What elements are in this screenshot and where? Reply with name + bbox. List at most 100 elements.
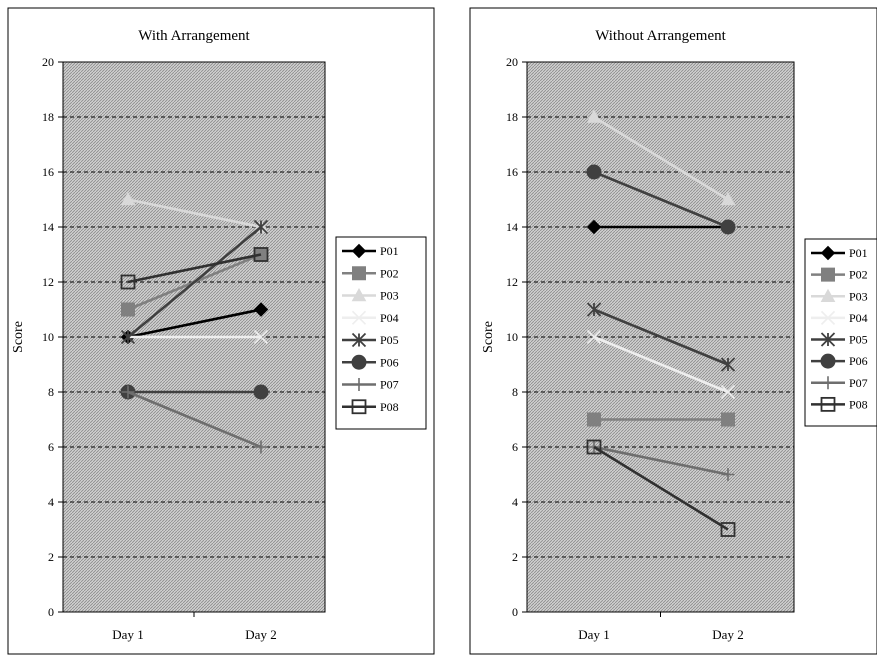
data-point — [587, 412, 601, 427]
legend-label: P03 — [849, 289, 868, 303]
y-tick-label: 20 — [506, 55, 518, 69]
data-point — [720, 522, 736, 537]
series-line — [127, 390, 262, 449]
data-point — [253, 302, 269, 317]
legend-entry-p01: P01 — [342, 243, 399, 259]
data-point — [720, 191, 736, 206]
series-p07 — [587, 440, 735, 481]
x-tick-label: Day 2 — [245, 627, 276, 642]
legend-label: P08 — [380, 400, 399, 414]
series-line — [127, 198, 262, 229]
legend-entry-p07: P07 — [342, 378, 399, 392]
data-point — [721, 468, 735, 481]
x-tick-label: Day 1 — [112, 627, 143, 642]
data-point — [586, 219, 602, 235]
legend-marker — [820, 396, 836, 412]
series-p06 — [586, 164, 736, 235]
data-point — [121, 302, 135, 317]
y-axis-label: Score — [481, 321, 496, 353]
data-point — [586, 302, 602, 317]
data-point — [120, 329, 136, 345]
y-tick-label: 8 — [48, 385, 54, 399]
legend-marker — [820, 245, 836, 261]
data-point — [120, 274, 136, 290]
series-line — [593, 308, 729, 366]
y-tick-label: 14 — [506, 220, 518, 234]
legend-label: P07 — [380, 378, 399, 392]
data-point — [586, 329, 602, 345]
legend-label: P07 — [849, 376, 868, 390]
series-p05 — [586, 302, 736, 372]
y-tick-label: 4 — [48, 495, 54, 509]
y-tick-label: 18 — [42, 110, 54, 124]
y-tick-label: 20 — [42, 55, 54, 69]
legend-entry-p02: P02 — [811, 267, 868, 282]
y-tick-label: 8 — [512, 385, 518, 399]
legend: P01 P02 P03 P04 P05 P06 P07 P08 — [804, 238, 877, 427]
legend-entry-p06: P06 — [342, 354, 399, 370]
legend-entry-p08: P08 — [342, 399, 399, 415]
y-tick-label: 2 — [512, 550, 518, 564]
legend-entry-p04: P04 — [811, 310, 868, 325]
series-p08 — [120, 247, 269, 290]
legend-label: P06 — [849, 354, 868, 368]
legend-marker — [351, 243, 367, 259]
legend-label: P02 — [849, 268, 868, 282]
legend-label: P08 — [849, 397, 868, 411]
series-line — [593, 445, 729, 531]
legend: P01 P02 P03 P04 P05 P06 P07 P08 — [335, 236, 427, 430]
data-point — [721, 412, 735, 427]
series-line — [593, 170, 729, 229]
legend-entry-p01: P01 — [811, 245, 868, 261]
series-p04 — [586, 329, 736, 400]
series-line — [127, 225, 262, 339]
y-axis-label: Score — [11, 321, 26, 353]
data-point — [720, 219, 736, 235]
legend-marker — [351, 399, 367, 415]
legend-entry-p05: P05 — [811, 332, 868, 347]
chart-title: With Arrangement — [138, 28, 250, 44]
series-p08 — [586, 439, 736, 537]
y-tick-label: 2 — [48, 550, 54, 564]
legend-marker — [820, 332, 836, 347]
data-point — [253, 219, 269, 235]
legend-entry-p03: P03 — [811, 288, 868, 303]
chart-title: Without Arrangement — [595, 28, 726, 44]
legend-marker — [351, 310, 367, 325]
data-point — [586, 439, 602, 455]
x-tick-label: Day 2 — [712, 627, 743, 642]
legend-entry-p07: P07 — [811, 376, 868, 390]
y-tick-label: 0 — [48, 605, 54, 619]
legend-marker — [820, 310, 836, 325]
legend-entry-p04: P04 — [342, 310, 399, 325]
legend-marker — [820, 288, 836, 302]
data-point — [254, 440, 268, 454]
y-tick-label: 18 — [506, 110, 518, 124]
data-point — [586, 109, 602, 123]
data-point — [720, 357, 736, 372]
data-point — [121, 385, 135, 399]
y-tick-label: 16 — [506, 165, 518, 179]
legend-marker — [351, 354, 367, 370]
data-point — [720, 384, 736, 400]
y-tick-label: 4 — [512, 495, 518, 509]
legend-marker — [821, 267, 835, 282]
data-point — [586, 164, 602, 180]
legend-label: P01 — [849, 246, 868, 260]
legend-entry-p05: P05 — [342, 332, 399, 348]
y-tick-label: 10 — [42, 330, 54, 344]
legend-entry-p06: P06 — [811, 353, 868, 369]
series-p07 — [121, 385, 268, 454]
data-point — [253, 247, 269, 262]
chart-panel-1: 0 2 4 6 8 10 12 14 16 18 20 Day 1 Day 2 With Arrangem… — [7, 7, 435, 655]
series-line — [593, 445, 729, 476]
y-tick-label: 12 — [506, 275, 518, 289]
legend-label: P04 — [849, 311, 868, 325]
legend-label: P01 — [380, 244, 399, 258]
y-tick-label: 14 — [42, 220, 54, 234]
legend-label: P02 — [380, 266, 399, 280]
legend-entry-p08: P08 — [811, 396, 868, 412]
series-p02 — [587, 412, 735, 427]
